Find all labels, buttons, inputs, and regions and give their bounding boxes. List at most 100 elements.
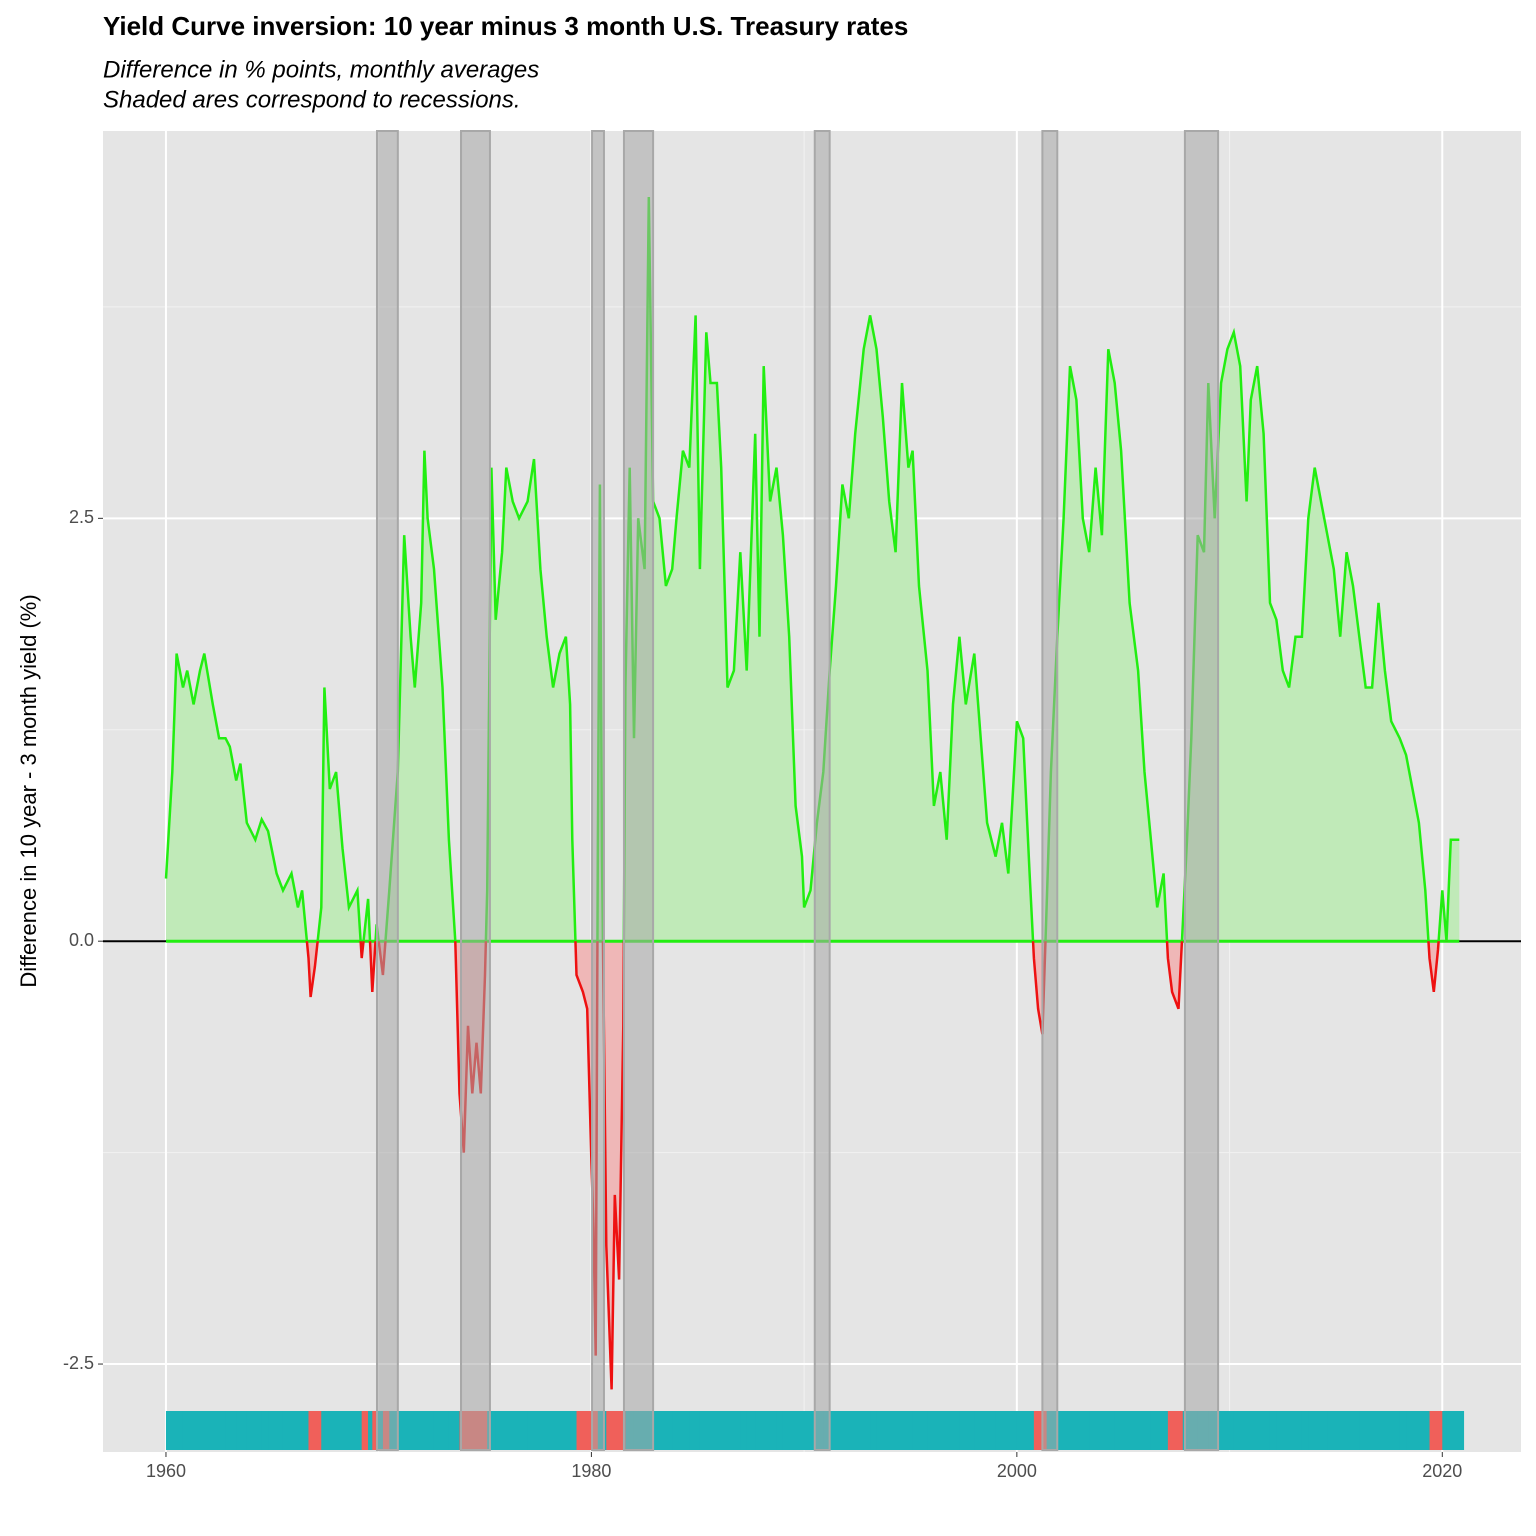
inversion-strip <box>829 1411 837 1450</box>
chart-title: Yield Curve inversion: 10 year minus 3 m… <box>103 11 908 41</box>
inversion-strip <box>1221 1411 1228 1450</box>
inversion-strip <box>733 1411 741 1450</box>
inversion-strip <box>1250 1411 1258 1450</box>
inversion-strip <box>1001 1411 1009 1450</box>
inversion-strip <box>1108 1411 1116 1450</box>
inversion-strip <box>357 1411 363 1450</box>
inversion-strip <box>716 1411 722 1450</box>
inversion-strip <box>506 1411 514 1450</box>
inversion-strip <box>1412 1411 1420 1450</box>
inversion-strip <box>689 1411 697 1450</box>
y-axis-label: Difference in 10 year - 3 month yield (%… <box>16 594 41 987</box>
inversion-strip <box>368 1411 373 1450</box>
inversion-strip <box>695 1411 701 1450</box>
inversion-strip <box>1295 1411 1303 1450</box>
recession-band <box>460 130 491 1451</box>
inversion-strip <box>876 1411 884 1450</box>
inversion-strip <box>682 1411 690 1450</box>
inversion-strip <box>953 1411 960 1450</box>
inversion-strip <box>1321 1411 1328 1450</box>
inversion-strip <box>276 1411 284 1450</box>
inversion-strip <box>200 1411 205 1450</box>
inversion-strip <box>759 1411 765 1450</box>
y-tick-label: 0.0 <box>69 930 94 950</box>
y-tick-label: 2.5 <box>69 507 94 527</box>
inversion-strip <box>870 1411 877 1450</box>
inversion-strip <box>889 1411 897 1450</box>
inversion-strip <box>770 1411 777 1450</box>
inversion-strip <box>619 1411 624 1450</box>
inversion-strip <box>433 1411 444 1450</box>
inversion-strip <box>918 1411 929 1450</box>
inversion-strip <box>980 1411 988 1450</box>
inversion-strip <box>782 1411 790 1450</box>
inversion-strip <box>397 1411 405 1450</box>
inversion-strip <box>672 1411 677 1450</box>
inversion-strip <box>706 1411 712 1450</box>
inversion-strip <box>995 1411 1003 1450</box>
recession-band <box>375 130 399 1451</box>
inversion-strip <box>582 1411 588 1450</box>
inversion-strip <box>848 1411 856 1450</box>
inversion-strip <box>540 1411 548 1450</box>
inversion-strip <box>1359 1411 1367 1450</box>
inversion-strip <box>1240 1411 1248 1450</box>
inversion-strip <box>261 1411 269 1450</box>
inversion-strip <box>1406 1411 1414 1450</box>
inversion-strip <box>1378 1411 1386 1450</box>
inversion-strip <box>763 1411 771 1450</box>
inversion-strip <box>699 1411 707 1450</box>
inversion-strip <box>424 1411 429 1450</box>
recession-band <box>622 130 655 1451</box>
inversion-strip <box>1076 1411 1084 1450</box>
inversion-strip <box>1016 1411 1024 1450</box>
inversion-strip <box>804 1411 812 1450</box>
x-tick-label: 2000 <box>997 1461 1037 1481</box>
inversion-strip <box>1227 1411 1235 1450</box>
inversion-strip <box>329 1411 337 1450</box>
inversion-strip <box>776 1411 784 1450</box>
inversion-strip <box>901 1411 909 1450</box>
inversion-strip <box>455 1411 461 1450</box>
inversion-strip <box>659 1411 667 1450</box>
inversion-strip <box>1144 1411 1152 1450</box>
inversion-strip <box>172 1411 178 1450</box>
inversion-strip <box>1008 1411 1018 1450</box>
inversion-strip <box>1282 1411 1290 1450</box>
inversion-strip <box>1023 1411 1031 1450</box>
inversion-strip <box>1418 1411 1426 1450</box>
inversion-strip <box>1029 1411 1035 1450</box>
inversion-strip <box>1429 1411 1435 1450</box>
inversion-strip <box>297 1411 303 1450</box>
inversion-strip <box>546 1411 554 1450</box>
inversion-strip <box>927 1411 935 1450</box>
inversion-strip <box>268 1411 278 1450</box>
inversion-strip <box>606 1411 613 1450</box>
inversion-strip <box>1172 1411 1180 1450</box>
inversion-strip <box>187 1411 195 1450</box>
inversion-strip <box>1257 1411 1265 1450</box>
inversion-strip <box>553 1411 560 1450</box>
inversion-strip <box>755 1411 760 1450</box>
inversion-strip <box>959 1411 967 1450</box>
inversion-strip <box>1425 1411 1431 1450</box>
inversion-strip <box>676 1411 684 1450</box>
inversion-strip <box>740 1411 748 1450</box>
inversion-strip <box>1442 1411 1448 1450</box>
inversion-strip <box>1033 1411 1039 1450</box>
inversion-strip <box>1276 1411 1284 1450</box>
inversion-strip <box>314 1411 322 1450</box>
inversion-strip <box>212 1411 220 1450</box>
inversion-strip <box>1446 1411 1452 1450</box>
inversion-strip <box>282 1411 292 1450</box>
inversion-strip <box>789 1411 797 1450</box>
inversion-strip <box>1150 1411 1158 1450</box>
inversion-strip <box>1121 1411 1131 1450</box>
inversion-strip <box>421 1411 425 1450</box>
inversion-strip <box>495 1411 503 1450</box>
inversion-strip <box>565 1411 571 1450</box>
y-tick-label: -2.5 <box>63 1353 94 1373</box>
inversion-strip <box>587 1411 592 1450</box>
x-tick-label: 2020 <box>1422 1461 1462 1481</box>
inversion-strip <box>414 1411 422 1450</box>
